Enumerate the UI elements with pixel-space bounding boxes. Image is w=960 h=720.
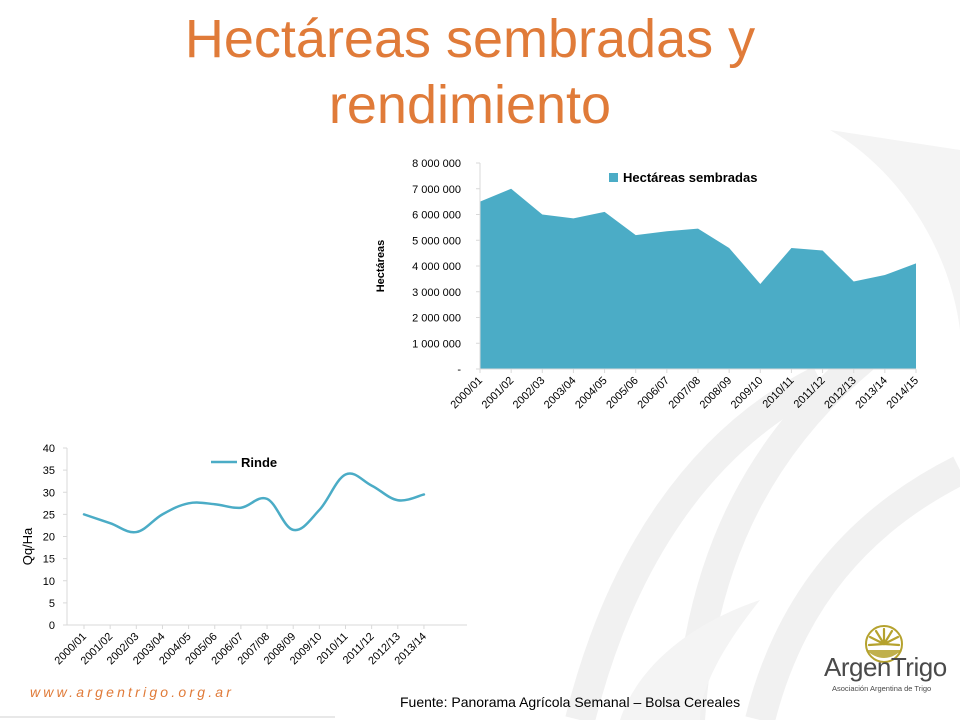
line-y-tick-label: 10 (43, 576, 55, 588)
line-y-tick-label: 5 (49, 598, 55, 610)
area-series-hectareas (480, 188, 916, 369)
area-legend: Hectáreas sembradas (609, 170, 757, 185)
logo-subtitle: Asociación Argentina de Trigo (832, 684, 932, 693)
line-y-tick-label: 40 (43, 443, 55, 455)
logo-name: ArgenTrigo (824, 652, 947, 682)
source-note: Fuente: Panorama Agrícola Semanal – Bols… (400, 694, 741, 710)
area-y-tick-label: 3 000 000 (412, 287, 461, 299)
area-y-tick-label: 1 000 000 (412, 338, 461, 350)
area-y-tick-label: 7 000 000 (412, 184, 461, 196)
area-x-tick-label: 2004/05 (573, 375, 610, 412)
area-x-tick-label: 2008/09 (698, 375, 735, 412)
line-y-tick-label: 20 (43, 532, 55, 544)
area-x-tick-label: 2012/13 (822, 375, 859, 412)
line-y-tick-label: 15 (43, 554, 55, 566)
area-y-tick-label: 2 000 000 (412, 313, 461, 325)
area-x-tick-label: 2001/02 (480, 375, 517, 412)
area-y-tick-label: 5 000 000 (412, 235, 461, 247)
area-x-tick-label: 2003/04 (542, 375, 579, 412)
slide-title: Hectáreas sembradas y rendimiento (0, 6, 940, 138)
area-x-tick-label: 2007/08 (667, 375, 704, 412)
line-y-tick-label: 35 (43, 465, 55, 477)
line-y-tick-label: 25 (43, 509, 55, 521)
area-y-tick-label: - (457, 364, 461, 376)
slide-title-line2: rendimiento (328, 75, 612, 135)
line-legend-label: Rinde (241, 455, 277, 470)
area-chart-hectareas: - 1 000 000 2 000 000 3 000 000 4 000 000 5 0… (375, 158, 922, 412)
area-y-tick-label: 4 000 000 (412, 261, 461, 273)
slide-title-line1: Hectáreas sembradas y (184, 9, 756, 69)
line-y-tick-label: 30 (43, 487, 55, 499)
area-legend-label: Hectáreas sembradas (623, 170, 757, 185)
area-x-tick-label: 2002/03 (511, 375, 548, 412)
area-x-tick-label: 2011/12 (792, 375, 828, 411)
area-legend-swatch (609, 173, 618, 182)
website-url: www.argentrigo.org.ar (30, 684, 235, 700)
area-x-tick-label: 2014/15 (885, 375, 922, 412)
area-x-tick-label: 2009/10 (729, 375, 766, 412)
area-y-tick-label: 8 000 000 (412, 158, 461, 170)
area-x-tick-label: 2005/06 (604, 375, 641, 412)
argentrigo-logo-icon (865, 625, 903, 663)
area-y-axis-label: Hectáreas (375, 240, 387, 293)
area-x-tick-label: 2010/11 (761, 375, 797, 411)
line-legend: Rinde (211, 455, 277, 470)
line-y-axis-label: Qq/Ha (20, 527, 35, 565)
area-x-tick-label: 2013/14 (853, 375, 890, 412)
area-y-tick-label: 6 000 000 (412, 210, 461, 222)
line-y-tick-label: 0 (49, 620, 55, 632)
area-x-tick-label: 2006/07 (635, 375, 672, 412)
area-x-tick-label: 2000/01 (449, 375, 486, 412)
line-series-rinde (82, 472, 426, 534)
